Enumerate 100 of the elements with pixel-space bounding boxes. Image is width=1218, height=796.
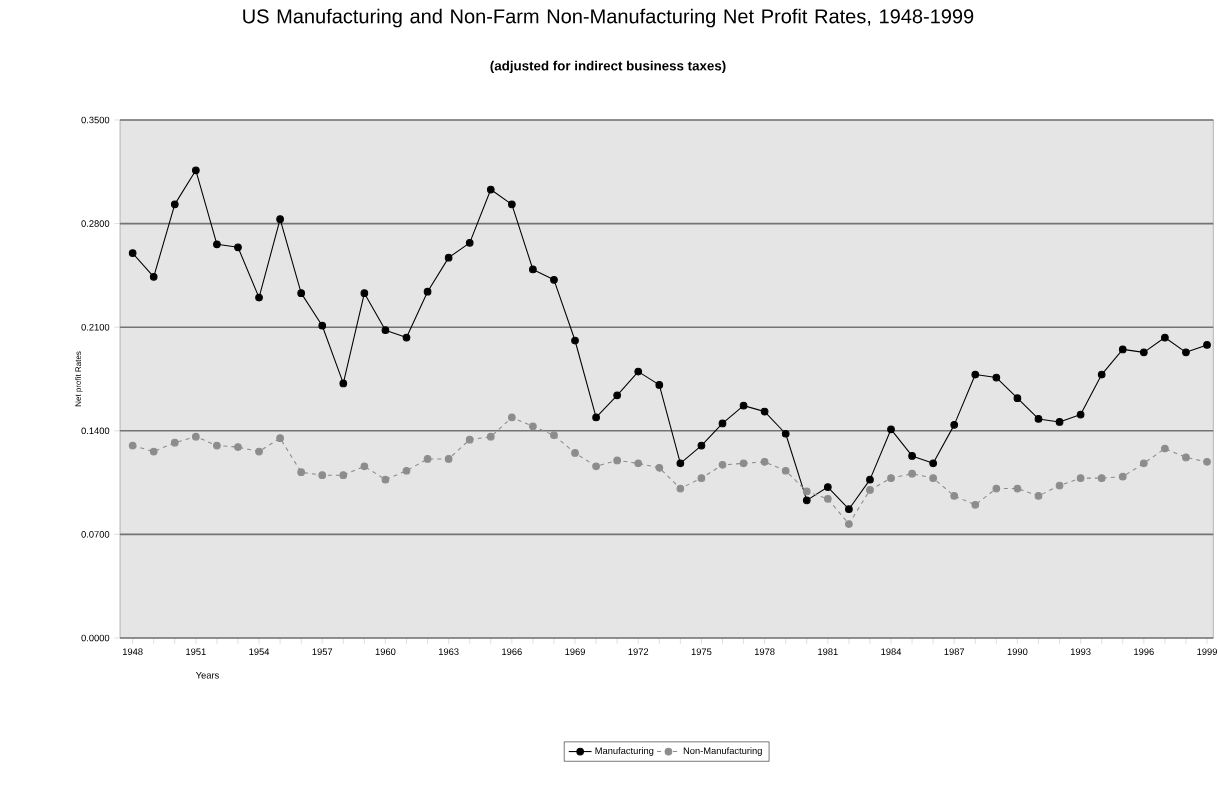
point bbox=[423, 287, 432, 296]
point bbox=[423, 455, 432, 463]
point bbox=[360, 289, 369, 298]
point bbox=[444, 253, 453, 262]
point bbox=[634, 459, 643, 468]
point bbox=[213, 240, 221, 249]
point bbox=[1034, 415, 1043, 423]
x-tick-label: 1975 bbox=[691, 648, 712, 655]
point bbox=[1139, 459, 1148, 468]
point bbox=[1161, 444, 1169, 453]
point bbox=[739, 459, 748, 468]
point bbox=[908, 452, 916, 460]
point bbox=[866, 475, 874, 484]
point bbox=[318, 321, 327, 330]
point bbox=[992, 373, 1001, 382]
point bbox=[1076, 410, 1085, 419]
point bbox=[1203, 341, 1211, 349]
point bbox=[823, 494, 832, 503]
point bbox=[1182, 348, 1190, 357]
point bbox=[402, 466, 411, 475]
point bbox=[781, 466, 790, 475]
point bbox=[149, 447, 158, 456]
point bbox=[823, 483, 832, 491]
x-tick-label: 1963 bbox=[438, 648, 459, 655]
point bbox=[402, 333, 411, 342]
point bbox=[507, 200, 516, 209]
x-axis-title: Years bbox=[195, 672, 219, 679]
point bbox=[381, 326, 390, 335]
point bbox=[255, 293, 263, 302]
point bbox=[571, 336, 579, 345]
point bbox=[1097, 370, 1106, 379]
point bbox=[213, 441, 221, 450]
point bbox=[1013, 394, 1022, 403]
y-axis-title: Net profit Rates bbox=[75, 351, 83, 407]
point bbox=[255, 447, 263, 456]
point bbox=[444, 455, 453, 463]
x-tick-label: 1996 bbox=[1134, 648, 1154, 655]
point bbox=[718, 460, 727, 469]
point bbox=[1055, 481, 1064, 490]
point bbox=[170, 200, 179, 209]
point bbox=[971, 370, 980, 379]
y-tick-label: 0.2100 bbox=[81, 323, 110, 331]
point bbox=[929, 474, 938, 483]
point bbox=[676, 484, 685, 493]
point bbox=[697, 441, 706, 450]
x-tick-label: 1984 bbox=[881, 648, 902, 655]
point bbox=[655, 463, 664, 472]
legend-label: Manufacturing bbox=[595, 747, 654, 756]
point bbox=[234, 243, 242, 252]
point bbox=[276, 215, 284, 224]
point bbox=[360, 462, 369, 471]
point bbox=[887, 474, 895, 483]
x-tick-label: 1969 bbox=[565, 648, 585, 655]
x-tick-label: 1993 bbox=[1070, 648, 1091, 655]
point bbox=[845, 520, 853, 528]
point bbox=[676, 459, 685, 468]
point bbox=[613, 391, 622, 400]
point bbox=[802, 496, 811, 505]
point bbox=[191, 432, 200, 441]
point bbox=[149, 273, 158, 281]
y-tick-label: 0.1400 bbox=[81, 427, 110, 435]
point bbox=[655, 381, 664, 389]
point bbox=[486, 185, 495, 194]
point bbox=[1161, 333, 1169, 342]
point bbox=[1182, 453, 1190, 462]
point bbox=[234, 443, 242, 451]
point bbox=[128, 249, 137, 258]
point bbox=[908, 469, 916, 478]
point bbox=[1203, 458, 1211, 466]
x-tick-label: 1948 bbox=[122, 648, 143, 655]
point bbox=[950, 421, 959, 429]
point bbox=[339, 471, 348, 480]
point bbox=[550, 275, 558, 284]
chart-subtitle: (adjusted for indirect business taxes) bbox=[490, 60, 726, 74]
x-tick-label: 1978 bbox=[754, 648, 775, 655]
x-tick-label: 1960 bbox=[375, 648, 396, 655]
legend-label: Non-Manufacturing bbox=[683, 747, 762, 756]
point bbox=[634, 367, 643, 376]
point bbox=[1118, 345, 1127, 354]
point bbox=[697, 474, 706, 483]
point bbox=[550, 431, 558, 440]
point bbox=[887, 425, 895, 434]
point bbox=[571, 449, 579, 457]
x-tick-label: 1981 bbox=[818, 648, 838, 655]
point bbox=[1034, 492, 1043, 500]
point bbox=[486, 432, 495, 441]
point bbox=[128, 441, 137, 450]
point bbox=[297, 468, 306, 477]
chart-title: US Manufacturing and Non-Farm Non-Manufacturing Net Profit Rates, 1948-1999 bbox=[243, 8, 974, 28]
point bbox=[1097, 474, 1106, 483]
point bbox=[971, 500, 980, 509]
x-tick-label: 1954 bbox=[249, 648, 270, 655]
point bbox=[529, 422, 537, 431]
x-tick-label: 1999 bbox=[1197, 648, 1217, 655]
point bbox=[802, 487, 811, 496]
y-tick-label: 0.2800 bbox=[81, 220, 110, 227]
point bbox=[170, 438, 179, 447]
point bbox=[529, 265, 537, 274]
point bbox=[739, 401, 748, 410]
point bbox=[465, 435, 474, 444]
